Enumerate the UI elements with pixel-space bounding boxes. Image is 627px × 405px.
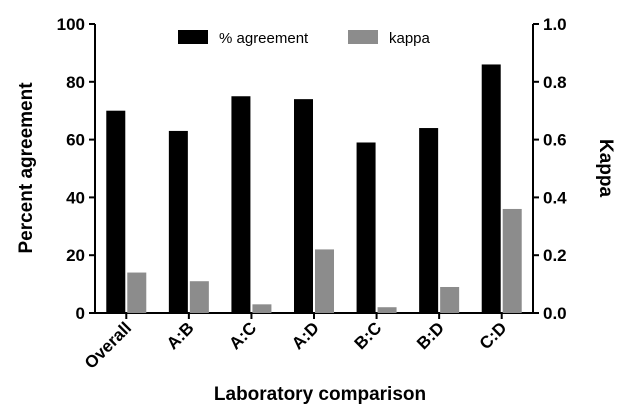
y-tick-label-right: 0.8 xyxy=(543,73,567,92)
y-axis-title-right: Kappa xyxy=(595,139,616,198)
x-axis-title: Laboratory comparison xyxy=(214,384,426,405)
bar-kappa xyxy=(502,208,522,313)
bar-kappa xyxy=(440,286,460,313)
x-tick-label: A:C xyxy=(225,318,260,353)
legend-label-kappa: kappa xyxy=(389,30,431,47)
y-tick-label-left: 20 xyxy=(66,246,85,265)
y-tick-label-left: 80 xyxy=(66,73,85,92)
bar-kappa xyxy=(315,249,334,313)
y-tick-label-left: 0 xyxy=(76,304,85,323)
y-tick-label-right: 0.0 xyxy=(543,304,567,323)
bar-agreement xyxy=(419,128,439,313)
legend-swatch-kappa xyxy=(348,30,378,44)
axes xyxy=(94,24,534,314)
bar-agreement xyxy=(294,99,313,313)
legend-swatch-agreement xyxy=(178,30,208,44)
bar-agreement xyxy=(481,64,501,314)
x-tick-label: C:D xyxy=(476,318,511,353)
bar-kappa xyxy=(127,272,147,313)
legend-label-agreement: % agreement xyxy=(219,30,309,47)
x-tick-label: A:D xyxy=(288,318,323,353)
bar-kappa xyxy=(252,304,272,313)
y-tick-label-right: 0.2 xyxy=(543,246,567,265)
x-tick-label: Overall xyxy=(81,318,135,372)
x-tick-label: B:D xyxy=(413,318,448,353)
bar-agreement xyxy=(106,110,126,313)
y-tick-label-right: 0.4 xyxy=(543,188,567,207)
bar-kappa xyxy=(377,307,397,313)
y-tick-label-right: 0.6 xyxy=(543,131,567,150)
y-tick-label-left: 100 xyxy=(57,15,85,34)
x-tick-label: A:B xyxy=(163,318,198,353)
bar-kappa xyxy=(189,281,209,313)
y-axis-title-left: Percent agreement xyxy=(16,82,37,254)
y-tick-label-right: 1.0 xyxy=(543,15,567,34)
x-tick-label: B:C xyxy=(351,318,386,353)
bars xyxy=(106,64,522,314)
y-tick-label-left: 60 xyxy=(66,131,85,150)
bar-agreement xyxy=(168,130,188,313)
bar-agreement xyxy=(231,96,251,313)
legend: % agreement kappa xyxy=(178,30,431,47)
bar-agreement xyxy=(356,142,376,313)
y-tick-label-left: 40 xyxy=(66,188,85,207)
